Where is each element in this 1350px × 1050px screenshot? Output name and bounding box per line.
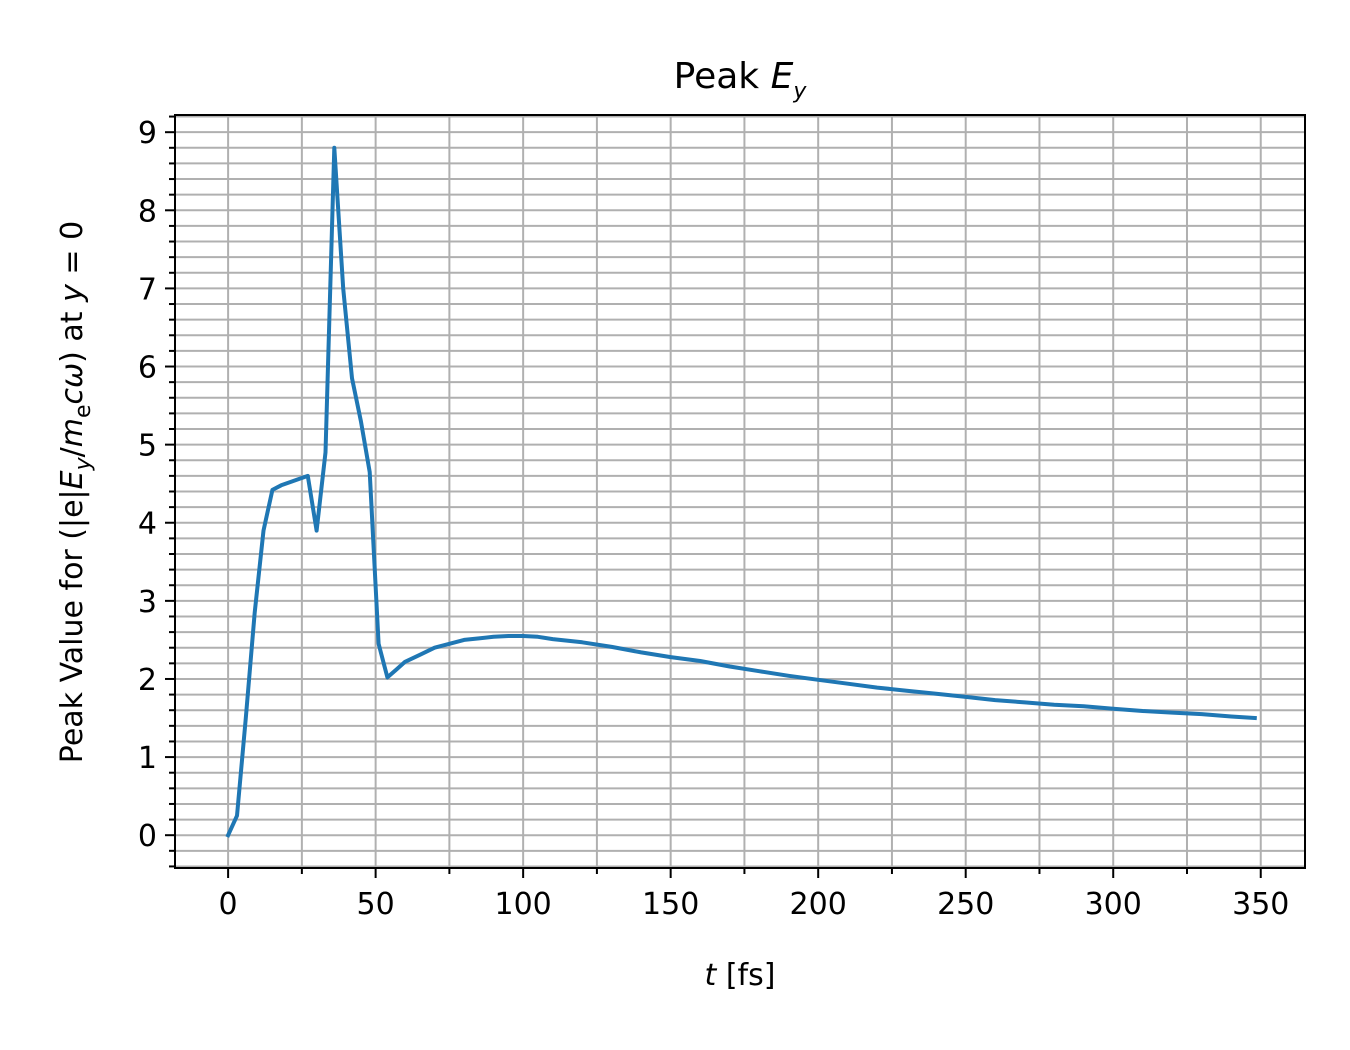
x-tick-label: 0 [219,887,238,922]
y-tick-label: 8 [138,194,157,229]
x-tick-label: 300 [1085,887,1142,922]
series-group [225,145,1257,838]
series-line [225,145,1257,838]
x-axis-label: t [fs] [705,958,776,993]
y-tick-label: 5 [138,429,157,464]
y-tick-label: 7 [138,272,157,307]
x-tick-label: 200 [790,887,847,922]
axis-ticks: 0 50 100 150 200 250 300 350 0 1 2 3 4 5 6 7 8 9 [138,115,1289,922]
y-tick-label: 4 [138,507,157,542]
x-tick-label: 50 [357,887,395,922]
x-tick-label: 100 [495,887,552,922]
y-tick-label: 0 [138,819,157,854]
chart-title: Peak Ey [674,56,808,104]
y-axis-label: Peak Value for (|e|Ey/mecω) at y = 0 [55,221,96,763]
x-tick-label: 350 [1232,887,1289,922]
y-tick-label: 2 [138,663,157,698]
y-tick-label: 3 [138,585,157,620]
x-tick-label: 150 [642,887,699,922]
y-tick-label: 9 [138,116,157,151]
y-tick-label: 6 [138,351,157,386]
grid-lines [175,115,1305,868]
x-tick-label: 250 [937,887,994,922]
y-tick-label: 1 [138,741,157,776]
